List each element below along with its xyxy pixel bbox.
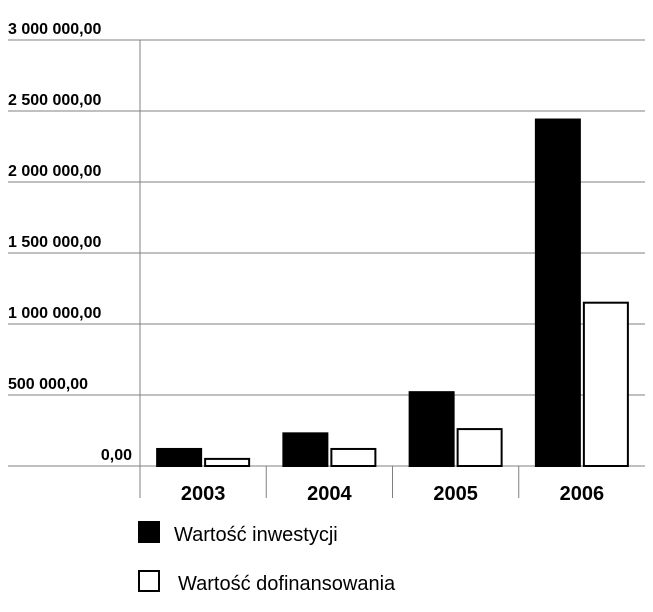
x-tick-label: 2003 [181,483,226,505]
y-tick-label: 2 500 000,00 [8,92,102,109]
y-tick-label: 1 000 000,00 [8,305,102,322]
bar-investment [282,432,329,467]
bar-investment [156,447,203,467]
bar-funding [330,447,377,467]
x-tick-label: 2006 [560,483,605,505]
x-tick-label: 2005 [433,483,478,505]
x-tick-label: 2004 [307,483,352,505]
legend-item-investment-label: Wartość inwestycji [174,524,338,546]
legend-item-funding-swatch [138,570,160,592]
bar-funding [204,457,251,467]
bars [156,118,629,468]
legend-item-funding-label: Wartość dofinansowania [178,573,396,595]
y-tick-label: 3 000 000,00 [8,21,102,38]
grid-lines [8,39,645,467]
y-tick-label: 2 000 000,00 [8,163,102,180]
legend-item-investment-swatch [138,521,160,543]
legend: Wartość inwestycji Wartość dofinansowania [138,521,396,595]
y-tick-label: 1 500 000,00 [8,234,102,251]
x-axis-category-labels: 2003 2004 2005 2006 [181,483,604,505]
y-axis-tick-labels: 0,00 500 000,00 1 000 000,00 1 500 000,00 2 … [8,21,132,464]
bar-funding [456,428,503,467]
y-tick-label: 0,00 [101,447,132,464]
bar-investment [534,118,581,468]
axes [139,40,520,498]
bar-funding [582,301,629,468]
bar-investment [408,391,455,467]
y-tick-label: 500 000,00 [8,376,88,393]
